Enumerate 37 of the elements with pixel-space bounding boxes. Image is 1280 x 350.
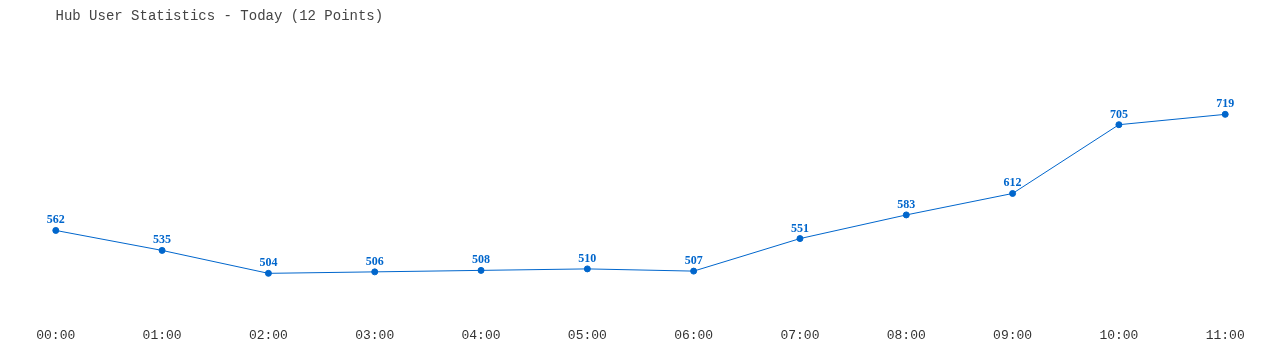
- x-tick-label: 11:00: [1205, 327, 1245, 343]
- x-tick-label: 04:00: [461, 327, 501, 343]
- data-label: 507: [684, 253, 703, 268]
- point: [477, 266, 485, 274]
- point: [1009, 189, 1017, 197]
- x-tick-label: 05:00: [567, 327, 607, 343]
- x-tick-label: 07:00: [780, 327, 820, 343]
- x-tick-label: 09:00: [993, 327, 1033, 343]
- data-label: 719: [1216, 96, 1235, 111]
- data-label: 510: [578, 250, 597, 265]
- x-tick-label: 03:00: [355, 327, 395, 343]
- point: [158, 246, 166, 254]
- point: [264, 269, 272, 277]
- point: [583, 265, 591, 273]
- data-label: 562: [46, 212, 65, 227]
- data-label: 612: [1003, 175, 1022, 190]
- data-label: 508: [472, 252, 491, 267]
- point: [1115, 121, 1123, 129]
- x-tick-label: 01:00: [142, 327, 182, 343]
- data-label: 705: [1109, 106, 1128, 121]
- data-label: 504: [259, 255, 278, 270]
- data-label: 551: [790, 220, 809, 235]
- data-label: 535: [153, 232, 172, 247]
- point: [796, 235, 804, 243]
- point: [690, 267, 698, 275]
- x-tick-label: 00:00: [36, 327, 76, 343]
- chart-title: Hub User Statistics - Today (12 Points): [55, 7, 384, 24]
- point: [902, 211, 910, 219]
- x-tick-label: 08:00: [886, 327, 926, 343]
- x-tick-label: 06:00: [674, 327, 714, 343]
- data-label: 506: [365, 253, 384, 268]
- point: [1221, 110, 1229, 118]
- point: [52, 226, 60, 234]
- x-tick-label: 10:00: [1099, 327, 1139, 343]
- point: [371, 268, 379, 276]
- data-label: 583: [897, 196, 916, 211]
- x-tick-label: 02:00: [248, 327, 288, 343]
